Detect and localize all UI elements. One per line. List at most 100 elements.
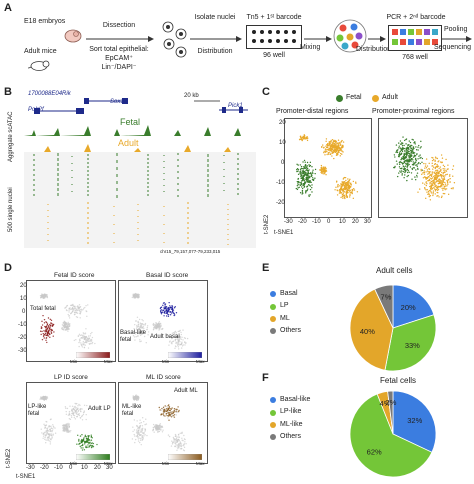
score-point [63, 425, 65, 427]
tsne-point [442, 173, 444, 175]
tsne-point [440, 174, 442, 177]
tsne-point [403, 177, 405, 179]
score-point [171, 413, 173, 416]
pie-f-swatch-others [270, 434, 276, 441]
tsne-point [429, 182, 431, 184]
score-point [166, 414, 168, 417]
score-point [76, 312, 79, 314]
tsne-point [399, 160, 401, 163]
score-point [166, 310, 169, 313]
score-point [133, 328, 135, 330]
pie-e-legend-ml: ML [280, 314, 290, 322]
tsne-point [324, 166, 327, 169]
score-point [179, 442, 181, 444]
arrow-isolate [190, 36, 242, 42]
score-point [87, 347, 90, 349]
tsne-point [348, 182, 351, 184]
tsne-point [345, 191, 347, 194]
score-point [174, 411, 176, 413]
score-point [133, 398, 136, 401]
plate-768-icon [388, 25, 442, 51]
score-point [171, 440, 173, 442]
tsne-point [400, 152, 403, 154]
tsne-point [348, 186, 350, 188]
tsne-point [352, 180, 355, 183]
score-point [85, 335, 88, 338]
score-point [134, 339, 136, 341]
score-point [82, 439, 85, 441]
tsne-point [412, 159, 414, 161]
tsne-point [302, 168, 305, 170]
tsne-point [332, 145, 335, 148]
score-point [87, 340, 89, 343]
d-ytick-2: 10 [20, 296, 27, 302]
score-point [139, 430, 142, 432]
tsne-point [447, 179, 450, 181]
score-point [50, 427, 53, 429]
score-point [142, 323, 144, 326]
tsne-point [341, 153, 343, 155]
tsne-point [305, 166, 308, 168]
score-point [72, 310, 74, 313]
tsne-point [402, 136, 404, 138]
tsne-point [298, 186, 300, 188]
tsne-point [327, 144, 330, 147]
score-point [169, 415, 172, 417]
score-point [178, 343, 180, 345]
tsne-point [440, 196, 443, 199]
score-point [183, 449, 186, 452]
score-point [165, 307, 167, 309]
score-point [49, 323, 51, 326]
score-point [179, 336, 182, 338]
score-point [136, 435, 138, 438]
score-point [137, 321, 139, 323]
score-point [162, 429, 164, 431]
tsne-point [393, 154, 396, 156]
tsne-point [411, 157, 413, 160]
score-point [82, 334, 84, 336]
score-point [133, 429, 136, 431]
tsne-point [444, 181, 446, 184]
score-point [133, 419, 136, 421]
score-point [76, 316, 79, 319]
tsne-point [411, 150, 414, 152]
score-point [73, 311, 76, 314]
pie-f-legend-item: LP-like [270, 408, 310, 416]
tsne-point [438, 175, 441, 177]
c-title-2: Promoter-proximal regions [372, 108, 455, 115]
score-point [62, 328, 64, 331]
score-point [153, 431, 155, 433]
score-point [185, 342, 187, 344]
tsne-point [412, 139, 415, 141]
tsne-point [416, 174, 418, 177]
score-point [152, 428, 155, 430]
score-point [139, 324, 142, 327]
score-point [51, 437, 53, 439]
score-point [156, 424, 159, 427]
score-point [156, 324, 158, 327]
tsne-point [330, 152, 332, 155]
tsne-point [433, 180, 435, 182]
score-point [85, 304, 87, 307]
tsne-point [306, 180, 309, 182]
tsne-point [409, 166, 412, 168]
score-point [71, 409, 73, 412]
tsne-point [301, 174, 303, 176]
nuclei-ylabel: 500 single nuclei [8, 187, 14, 232]
c-xtick-1: -30 [284, 219, 293, 225]
tsne-point [335, 149, 337, 151]
score-point [87, 335, 90, 337]
tsne-point [434, 160, 436, 162]
tsne-point [398, 166, 401, 168]
tsne-point [434, 163, 437, 165]
tsne-point [343, 186, 346, 189]
score-point [50, 322, 52, 324]
score-point [67, 423, 70, 426]
tsne-point [398, 147, 400, 149]
tsne-point [441, 171, 443, 174]
score-point [152, 426, 154, 429]
pie-f-legend-item: Others [270, 433, 310, 441]
tsne-point [440, 177, 443, 179]
tsne-point [411, 178, 413, 180]
score-point [136, 420, 138, 422]
